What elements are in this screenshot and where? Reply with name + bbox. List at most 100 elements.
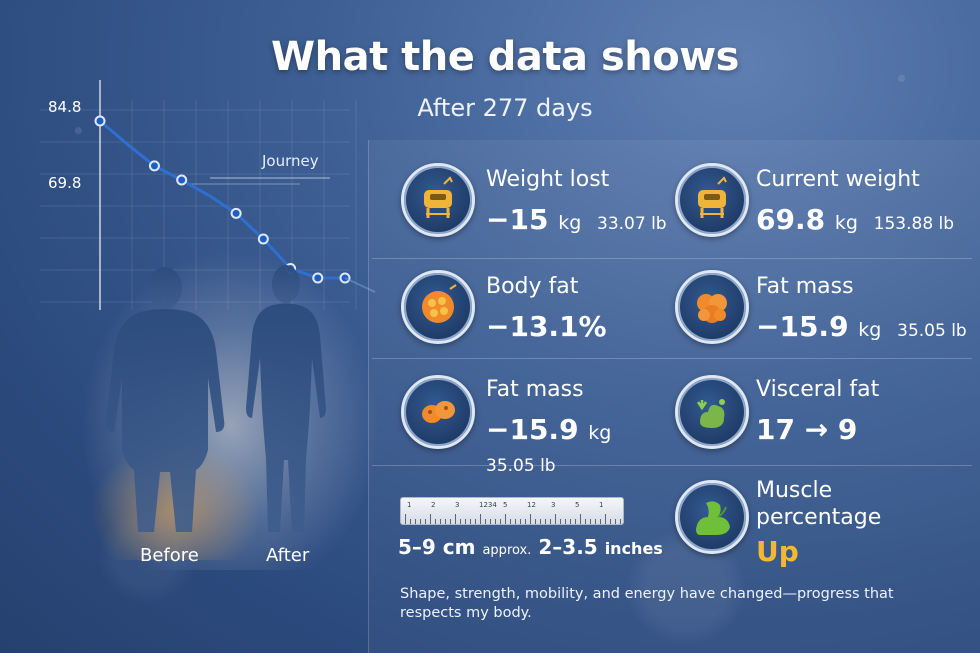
data-point [148, 160, 160, 172]
fat-mass-right-value: −15.9 kg 35.05 lb [756, 310, 967, 343]
ruler-tick [595, 519, 596, 524]
ruler-tick [525, 519, 526, 524]
ruler-tick [555, 514, 556, 524]
ruler-tick [570, 519, 571, 524]
weight-lost-label: Weight lost [486, 167, 610, 192]
ruler-number: 1 [407, 501, 412, 509]
current-weight-label: Current weight [756, 167, 920, 192]
muscle-value: Up [756, 535, 799, 568]
measurement-inches-unit: inches [604, 539, 663, 558]
fat-mass-right-number: −15.9 [756, 310, 849, 343]
ruler-tick [430, 514, 431, 524]
current-weight-lb: 153.88 lb [873, 214, 955, 234]
visceral-fat-value: 17 → 9 [756, 413, 858, 446]
measurement-value: 5–9 cm approx. 2–3.5 inches [398, 535, 663, 559]
ruler-number: 3 [455, 501, 460, 509]
ruler-tick [615, 519, 616, 524]
ruler-tick [605, 514, 606, 524]
ruler-tick [460, 519, 461, 524]
ruler-number: 3 [551, 501, 556, 509]
fat-blobs-icon [401, 375, 475, 449]
muscle-label-line2: percentage [756, 505, 882, 530]
ruler-tick [620, 519, 621, 524]
ruler-tick [610, 519, 611, 524]
page-title: What the data shows [271, 34, 739, 80]
ruler-tick [475, 519, 476, 524]
data-point [257, 233, 269, 245]
scale-icon [675, 163, 749, 237]
scale-icon [401, 163, 475, 237]
journey-chart [40, 80, 376, 310]
body-fat-label: Body fat [486, 274, 579, 299]
ruler-tick [545, 519, 546, 524]
ruler-tick [485, 519, 486, 524]
ruler-tick [440, 519, 441, 524]
flexed-arm-icon [675, 480, 749, 554]
weight-lost-unit: kg [558, 212, 582, 234]
ruler-tick [535, 519, 536, 524]
ruler-number: 1 [599, 501, 604, 509]
after-silhouette [246, 265, 326, 532]
current-weight-number: 69.8 [756, 203, 826, 236]
ruler-tick [450, 519, 451, 524]
ruler-tick [445, 519, 446, 524]
ruler-tick [510, 519, 511, 524]
y-tick-label-mid: 69.8 [48, 174, 82, 192]
fat-mass-left-label: Fat mass [486, 377, 584, 402]
ruler-tick [490, 519, 491, 524]
ruler-tick [480, 514, 481, 524]
ruler-tick [405, 514, 406, 524]
data-point [94, 115, 106, 127]
ruler-tick [425, 519, 426, 524]
ruler-tick [500, 519, 501, 524]
data-point [176, 174, 188, 186]
fat-mass-right-unit: kg [858, 319, 882, 341]
page-subtitle: After 277 days [417, 94, 593, 122]
ruler-tick [550, 519, 551, 524]
current-weight-unit: kg [834, 212, 858, 234]
series-line-tail [344, 277, 376, 293]
ruler-tick [600, 519, 601, 524]
fat-cells-icon [401, 270, 475, 344]
before-label: Before [140, 545, 199, 566]
ruler-tick [410, 519, 411, 524]
ruler-tick [565, 519, 566, 524]
weight-lost-lb: 33.07 lb [597, 214, 667, 234]
before-silhouette [105, 267, 225, 532]
body-fat-value: −13.1% [486, 310, 607, 343]
ruler-number: 2 [431, 501, 436, 509]
fat-mass-left-value: −15.9 kg [486, 413, 611, 446]
ruler-tick [590, 519, 591, 524]
ruler-tick [420, 519, 421, 524]
ruler-number: 12 [527, 501, 536, 509]
series-line [99, 119, 345, 280]
ruler-tick [495, 519, 496, 524]
fat-mass-left-number: −15.9 [486, 413, 579, 446]
row-divider-2 [372, 358, 972, 359]
ruler-tick [465, 519, 466, 524]
current-weight-value: 69.8 kg 153.88 lb [756, 203, 954, 236]
data-point [312, 272, 324, 284]
after-label: After [266, 545, 310, 566]
organ-icon [675, 375, 749, 449]
data-point [230, 207, 242, 219]
measurement-approx: approx. [482, 543, 532, 558]
measurement-cm: 5–9 cm [398, 535, 476, 559]
ruler-tick [560, 519, 561, 524]
fat-cells-icon [675, 270, 749, 344]
ruler-icon: 1 2 3 1234 5 12 3 5 1 [400, 497, 624, 525]
ruler-tick [540, 519, 541, 524]
y-tick-label-top: 84.8 [48, 98, 82, 116]
ruler-tick [470, 519, 471, 524]
journey-label: Journey [262, 152, 319, 170]
ruler-tick [515, 519, 516, 524]
ruler-tick [415, 519, 416, 524]
ruler-number: 1234 [479, 501, 497, 509]
measurement-inches: 2–3.5 [538, 535, 598, 559]
ruler-tick [520, 519, 521, 524]
weight-lost-number: −15 [486, 203, 549, 236]
ruler-tick [585, 519, 586, 524]
fat-mass-left-lb: 35.05 lb [486, 456, 556, 476]
ruler-tick [455, 514, 456, 524]
fat-mass-right-label: Fat mass [756, 274, 854, 299]
